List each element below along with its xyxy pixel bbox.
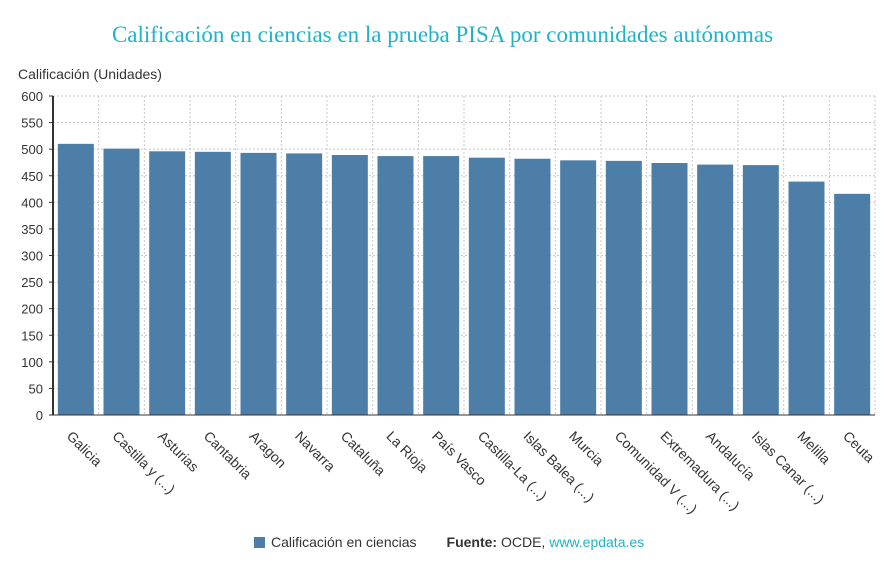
- source: Fuente: OCDE, www.epdata.es: [447, 534, 645, 550]
- legend: Calificación en ciencias Fuente: OCDE, w…: [254, 534, 644, 550]
- x-tick-label: Comunidad V (...): [612, 428, 701, 517]
- y-tick-label: 200: [21, 302, 43, 317]
- source-text: OCDE,: [497, 534, 550, 550]
- x-tick-label: Cataluña: [338, 428, 389, 479]
- x-tick-label: La Rioja: [383, 428, 431, 476]
- y-tick-label: 300: [21, 249, 43, 264]
- bar-2: [149, 151, 186, 415]
- y-axis-label: Calificación (Unidades): [18, 66, 162, 82]
- x-tick-label: Galicia: [64, 428, 106, 470]
- y-tick-label: 250: [21, 275, 43, 290]
- y-tick-label: 150: [21, 328, 43, 343]
- bar-6: [331, 155, 368, 415]
- y-tick-label: 450: [21, 169, 43, 184]
- x-tick-label: Aragon: [246, 428, 289, 471]
- x-tick-label: Navarra: [292, 428, 339, 475]
- bar-11: [560, 160, 597, 415]
- legend-swatch: [254, 536, 265, 548]
- bar-14: [697, 164, 734, 415]
- y-tick-label: 0: [36, 408, 43, 423]
- bar-12: [605, 160, 642, 415]
- y-tick-label: 400: [21, 195, 43, 210]
- bar-0: [57, 143, 94, 415]
- x-tick-label: Asturias: [155, 428, 202, 475]
- source-link[interactable]: www.epdata.es: [549, 534, 645, 550]
- y-tick-label: 500: [21, 142, 43, 157]
- bar-13: [651, 162, 688, 415]
- bar-9: [468, 157, 505, 415]
- bar-15: [742, 165, 779, 415]
- x-tick-label: Ceuta: [840, 428, 878, 466]
- bar-3: [194, 151, 231, 415]
- bar-4: [240, 152, 277, 415]
- y-tick-label: 350: [21, 222, 43, 237]
- x-tick-label: Melilla: [794, 428, 834, 468]
- x-tick-label: Cantabria: [201, 428, 255, 482]
- bar-8: [423, 156, 460, 415]
- legend-label: Calificación en ciencias: [271, 534, 417, 550]
- y-tick-label: 550: [21, 116, 43, 131]
- y-tick-label: 50: [29, 381, 43, 396]
- y-tick-label: 100: [21, 355, 43, 370]
- x-tick-label: Extremadura (...): [657, 428, 743, 514]
- y-tick-label: 600: [21, 89, 43, 104]
- source-label: Fuente:: [446, 534, 498, 550]
- bar-16: [788, 181, 825, 415]
- x-tick-label: Murcia: [566, 428, 607, 469]
- bar-1: [103, 148, 140, 415]
- bar-5: [286, 153, 323, 416]
- chart-title: Calificación en ciencias en la prueba PI…: [111, 22, 774, 47]
- bar-17: [834, 193, 871, 415]
- bar-7: [377, 156, 414, 415]
- bar-10: [514, 158, 551, 415]
